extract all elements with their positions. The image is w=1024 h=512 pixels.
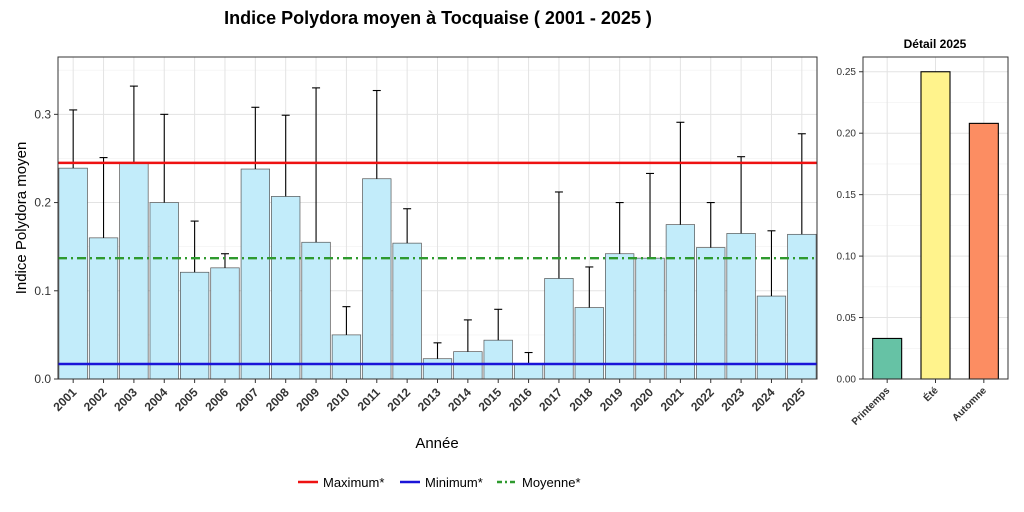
bar-2004 [149,202,179,380]
bar-2008 [271,196,301,380]
x-tick-label: 2024 [749,385,778,414]
detail-y-tick-label: 0.10 [837,252,857,263]
bar-2023 [726,233,756,380]
bar-2021 [665,224,695,380]
bar-2014 [453,351,483,380]
bar-2024 [756,295,787,380]
bar-2001 [58,167,88,380]
x-tick-label: 2008 [263,385,292,414]
bar-2018 [574,307,604,380]
x-axis-title: Année [415,435,458,452]
detail-y-tick-label: 0.20 [837,129,857,140]
x-tick-label: 2014 [445,385,474,414]
bar-2016 [513,363,544,380]
x-tick-label: 2010 [324,385,353,414]
x-tick-label: 2005 [172,385,201,414]
y-tick-label: 0.3 [34,107,51,121]
bar-2022 [696,247,726,380]
y-axis-title: Indice Polydora moyen [13,142,30,295]
legend-label: Maximum* [323,475,384,490]
bar-2015 [483,339,513,380]
detail-panel: 0.00 0.05 0.10 0.15 0.20 0.25 Printemps Été Auto… [837,56,1009,428]
bar-2025 [787,233,817,380]
x-tick-label: 2025 [779,385,808,414]
x-tick-label: 2017 [536,385,565,414]
legend-label: Minimum* [425,475,483,490]
x-tick-label: 2007 [233,385,262,414]
detail-x-tick-label: Été [920,384,941,405]
bar-2003 [119,162,149,380]
detail-y-tick-label: 0.05 [837,313,857,324]
detail-bar-3 [968,122,999,380]
x-tick-label: 2019 [597,385,626,414]
x-tick-label: 2011 [355,385,384,414]
x-tick-label: 2001 [51,385,80,414]
x-tick-label: 2016 [506,385,535,414]
bar-2013 [422,358,453,380]
chart-title: Indice Polydora moyen à Tocquaise ( 2001… [224,8,652,28]
legend-label: Moyenne* [522,475,581,490]
bar-2007 [240,168,270,380]
x-tick-label: 2013 [415,385,444,414]
bar-2010 [331,334,362,380]
x-tick-label: 2012 [384,385,413,414]
legend: Maximum* Minimum* Moyenne* [298,475,581,490]
bar-2012 [392,242,422,380]
x-tick-label: 2009 [293,385,322,414]
x-tick-label: 2003 [111,385,140,414]
bar-2009 [301,241,331,380]
bar-2020 [635,257,665,380]
x-tick-label: 2023 [718,385,747,414]
detail-y-tick-label: 0.15 [837,190,857,201]
detail-x-tick-label: Printemps [850,385,893,428]
y-tick-label: 0.1 [34,284,51,298]
bar-2002 [88,237,119,380]
x-tick-label: 2015 [476,385,505,414]
main-panel: 0.0 0.1 0.2 0.3 2001 2002 2003 2004 2005 2006 2007… [34,56,818,414]
bar-2006 [210,267,240,380]
x-tick-label: 2004 [142,385,171,414]
x-tick-label: 2021 [658,385,687,414]
detail-bar-2 [920,71,951,380]
detail-x-tick-label: Automne [951,385,990,424]
bar-2011 [362,178,392,380]
bar-2019 [605,253,635,380]
x-tick-label: 2002 [81,385,110,414]
detail-y-tick-label: 0.25 [837,67,857,78]
detail-title: Détail 2025 [904,37,967,51]
y-tick-label: 0.2 [34,196,51,210]
detail-y-tick-label: 0.00 [837,375,857,386]
x-tick-label: 2020 [627,385,656,414]
detail-bar-1 [872,337,903,380]
x-tick-label: 2006 [202,385,231,414]
x-tick-label: 2022 [688,385,717,414]
x-tick-label: 2018 [567,385,596,414]
y-tick-label: 0.0 [34,372,51,386]
